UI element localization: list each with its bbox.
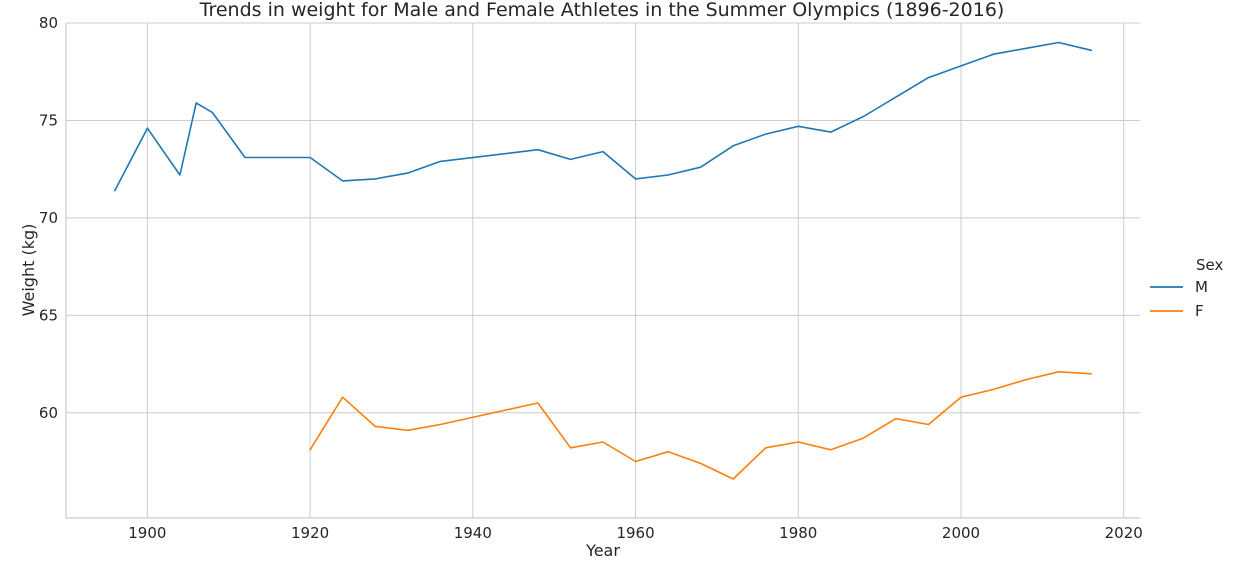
- axes-spines: [65, 23, 1140, 519]
- grid: [66, 22, 1140, 518]
- y-tick-label: 75: [39, 111, 58, 129]
- x-tick-label: 2000: [942, 524, 980, 542]
- x-tick-label: 1920: [291, 524, 329, 542]
- y-tick-label: 65: [39, 306, 58, 324]
- chart-title: Trends in weight for Male and Female Ath…: [199, 0, 1005, 21]
- legend-label-m: M: [1195, 278, 1208, 296]
- x-tick-label: 1900: [128, 524, 166, 542]
- x-tick-label: 2020: [1105, 524, 1143, 542]
- series-lines: [114, 41, 1092, 480]
- legend-title: Sex: [1196, 256, 1223, 274]
- x-axis-label: Year: [585, 541, 620, 560]
- series-line-m: [114, 41, 1092, 192]
- series-line-f: [309, 370, 1092, 480]
- x-tick-label: 1940: [454, 524, 492, 542]
- x-tick-label: 1960: [616, 524, 654, 542]
- legend: Sex MF: [1150, 256, 1223, 320]
- tick-labels: 1900 1920 1940 1960 1980 2000 2020 60 65 70 75 80: [39, 14, 1143, 542]
- legend-label-f: F: [1195, 302, 1204, 320]
- y-tick-label: 70: [39, 209, 58, 227]
- y-axis-label: Weight (kg): [19, 224, 38, 317]
- x-tick-label: 1980: [779, 524, 817, 542]
- y-tick-label: 60: [39, 404, 58, 422]
- y-tick-label: 80: [39, 14, 58, 32]
